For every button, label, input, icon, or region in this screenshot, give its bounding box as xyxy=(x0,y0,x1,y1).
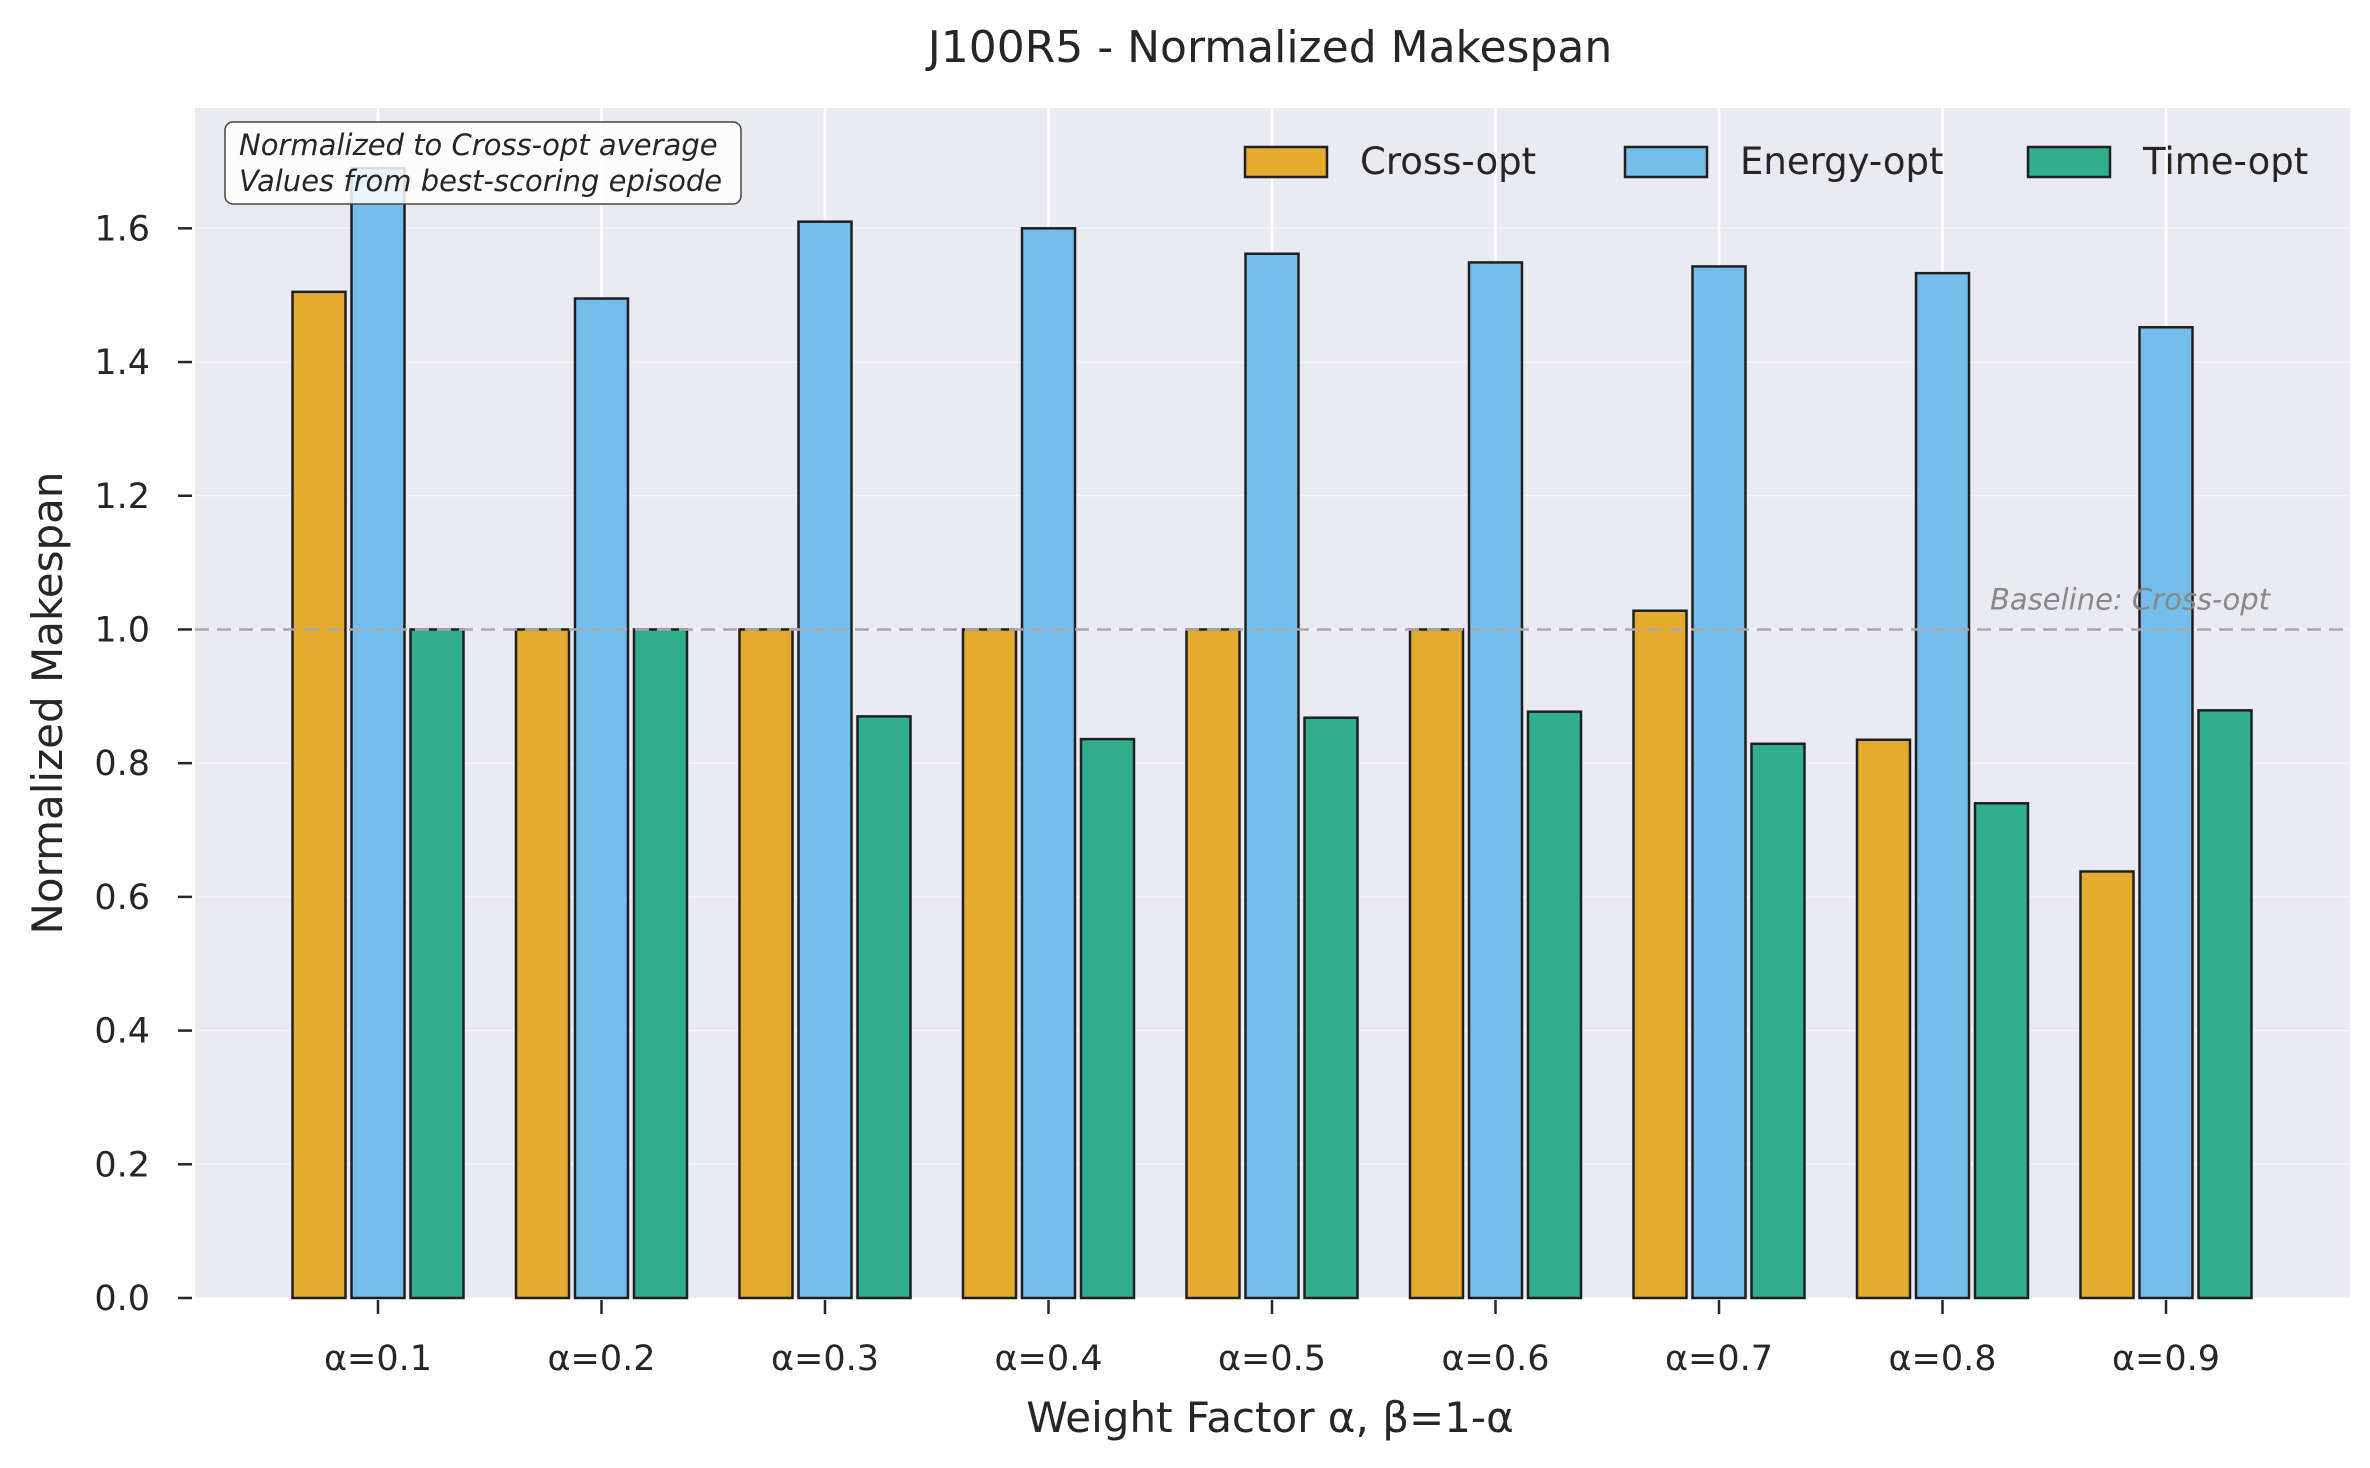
x-ticks: α=0.1 α=0.2 α=0.3 α=0.4 α=0.5 α=0.6 α=0.7 α=0.8… xyxy=(324,1300,2220,1379)
bar-time-opt-9 xyxy=(2197,709,2253,1300)
annotation-line-1: Normalized to Cross-opt average xyxy=(239,128,718,162)
bar-energy-opt-2 xyxy=(573,297,630,1300)
bar-energy-opt-7 xyxy=(1691,265,1747,1300)
annotation-line-2: Values from best-scoring episode xyxy=(239,164,722,198)
y-ticks: 0.0 0.2 0.4 0.6 0.8 1.0 1.2 1.4 1.6 xyxy=(94,209,192,1319)
bar-energy-opt-8 xyxy=(1914,271,1971,1300)
bar-energy-opt-1 xyxy=(350,166,406,1300)
chart-title: J100R5 - Normalized Makespan xyxy=(925,22,1613,73)
legend-swatch-time-opt xyxy=(2026,145,2112,179)
y-tick-label: 0.0 xyxy=(94,1279,150,1319)
baseline-label: Baseline: Cross-opt xyxy=(1990,582,2272,616)
bar-energy-opt-6 xyxy=(1467,261,1524,1300)
annotation-frame xyxy=(224,121,742,205)
bar-time-opt-4 xyxy=(1079,737,1136,1300)
legend-swatch-cross-opt xyxy=(1243,145,1329,179)
bar-cross-opt-4 xyxy=(961,628,1018,1300)
legend: Cross-opt Energy-opt Time-opt xyxy=(1243,140,2308,183)
bar-cross-opt-7 xyxy=(1632,609,1688,1300)
x-tick-label: α=0.2 xyxy=(547,1339,655,1379)
bar-cross-opt-9 xyxy=(2079,870,2135,1300)
bar-time-opt-3 xyxy=(856,715,912,1300)
y-tick-label: 0.6 xyxy=(94,878,150,918)
bars xyxy=(291,166,2253,1300)
y-axis-label: Normalized Makespan xyxy=(23,471,72,934)
y-tick-label: 1.2 xyxy=(94,477,150,517)
bar-time-opt-6 xyxy=(1526,710,1583,1300)
x-tick-label: α=0.4 xyxy=(994,1339,1102,1379)
x-tick-label: α=0.5 xyxy=(1218,1339,1326,1379)
legend-label-time-opt: Time-opt xyxy=(2142,140,2308,183)
bar-cross-opt-2 xyxy=(514,628,571,1300)
bar-energy-opt-4 xyxy=(1020,227,1077,1300)
bar-cross-opt-8 xyxy=(1855,738,1912,1300)
bar-cross-opt-6 xyxy=(1408,628,1465,1300)
bar-time-opt-8 xyxy=(1973,802,2030,1300)
bar-energy-opt-9 xyxy=(2138,326,2194,1300)
x-tick-label: α=0.7 xyxy=(1665,1339,1773,1379)
bar-time-opt-2 xyxy=(632,628,689,1300)
bar-time-opt-1 xyxy=(409,628,465,1300)
y-tick-label: 0.8 xyxy=(94,744,150,784)
x-tick-label: α=0.1 xyxy=(324,1339,432,1379)
y-tick-label: 1.4 xyxy=(94,343,150,383)
bar-energy-opt-3 xyxy=(797,220,853,1300)
legend-label-cross-opt: Cross-opt xyxy=(1360,140,1536,183)
legend-label-energy-opt: Energy-opt xyxy=(1740,140,1944,183)
bar-cross-opt-1 xyxy=(291,290,347,1300)
x-tick-label: α=0.6 xyxy=(1441,1339,1549,1379)
y-tick-label: 1.6 xyxy=(94,209,150,249)
x-tick-label: α=0.3 xyxy=(771,1339,879,1379)
x-tick-label: α=0.9 xyxy=(2112,1339,2220,1379)
bar-cross-opt-5 xyxy=(1185,628,1241,1300)
x-tick-label: α=0.8 xyxy=(1888,1339,1996,1379)
y-tick-label: 0.2 xyxy=(94,1145,150,1185)
y-tick-label: 1.0 xyxy=(94,610,150,650)
annotation-box: Normalized to Cross-opt average Values f… xyxy=(224,121,742,205)
bar-cross-opt-3 xyxy=(738,628,794,1300)
legend-swatch-energy-opt xyxy=(1623,145,1709,179)
bar-energy-opt-5 xyxy=(1244,252,1300,1300)
bar-time-opt-7 xyxy=(1750,742,1806,1300)
bar-time-opt-5 xyxy=(1303,716,1359,1300)
y-tick-label: 0.4 xyxy=(94,1012,150,1052)
x-axis-label: Weight Factor α, β=1-α xyxy=(1026,1393,1514,1442)
